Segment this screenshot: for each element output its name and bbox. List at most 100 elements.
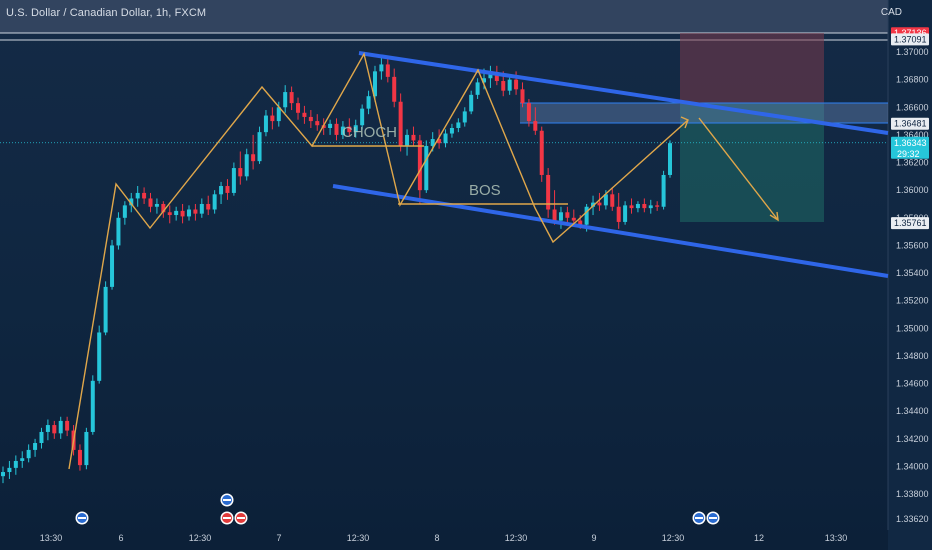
- candle-body: [616, 206, 621, 222]
- candle-body: [1, 472, 5, 477]
- candle: [334, 118, 339, 141]
- candle-body: [231, 168, 236, 193]
- candle: [379, 54, 384, 80]
- candle: [39, 427, 44, 449]
- candle-body: [39, 431, 44, 444]
- candle: [180, 203, 185, 224]
- candle-body: [103, 286, 108, 333]
- candle: [103, 281, 108, 336]
- candle-body: [186, 209, 191, 217]
- price-label: 1.35761: [891, 217, 929, 230]
- x-tick-label: 12:30: [505, 533, 528, 543]
- candle: [623, 201, 628, 225]
- candle-body: [263, 115, 268, 133]
- candle-body: [565, 212, 570, 218]
- event-flag-icon: [220, 493, 234, 507]
- candle: [142, 187, 147, 204]
- candle-body: [206, 203, 211, 210]
- candle: [13, 455, 18, 475]
- candle-body: [526, 103, 531, 122]
- y-tick-label: 1.34600: [896, 379, 929, 389]
- candle: [263, 110, 268, 137]
- candle-body: [116, 217, 121, 246]
- candle: [148, 192, 153, 213]
- choch-label: CHOCH: [342, 124, 397, 141]
- projection-up: [609, 119, 689, 191]
- candle-body: [308, 116, 313, 122]
- price-label: 1.36481: [891, 117, 929, 130]
- candle-body: [289, 92, 294, 104]
- candle: [154, 198, 159, 214]
- candle-body: [296, 103, 301, 113]
- candle-body: [475, 82, 480, 95]
- price-label: 1.37091: [891, 33, 929, 46]
- x-tick-label: 9: [591, 533, 596, 543]
- candle: [122, 201, 127, 225]
- y-tick-label: 1.35200: [896, 296, 929, 306]
- candle-body: [167, 212, 172, 216]
- candle-body: [385, 64, 390, 77]
- candle-body: [398, 101, 403, 146]
- candle: [456, 118, 461, 133]
- candle-body: [13, 460, 18, 468]
- market-structure-zigzag: [68, 52, 611, 470]
- candle-body: [494, 72, 499, 82]
- candle: [366, 90, 371, 115]
- y-tick-label: 1.36600: [896, 102, 929, 112]
- candle-body: [353, 125, 358, 133]
- candle: [296, 97, 301, 120]
- price-label-text: 1.35761: [894, 218, 927, 228]
- candle-body: [417, 140, 422, 191]
- candle: [655, 201, 660, 211]
- candle-body: [219, 186, 224, 195]
- event-flag-icon: [75, 511, 89, 525]
- candle: [97, 325, 102, 384]
- price-axis: [888, 0, 932, 550]
- arrowhead-up: [680, 116, 689, 129]
- candle-body: [276, 107, 281, 122]
- candle-body: [591, 202, 596, 207]
- candle-body: [129, 198, 134, 206]
- candle: [539, 126, 544, 182]
- y-tick-label: 1.36000: [896, 185, 929, 195]
- candle: [45, 419, 50, 441]
- price-label-text: 1.36481: [894, 119, 927, 129]
- price-label-box: [891, 117, 929, 130]
- arrowhead-down: [769, 211, 779, 222]
- candle-body: [411, 134, 416, 141]
- candle: [462, 107, 467, 127]
- candle-body: [360, 108, 365, 126]
- candle-body: [469, 94, 474, 112]
- candle-body: [110, 245, 115, 287]
- candle-body: [603, 194, 608, 206]
- event-flag-icon: [220, 511, 234, 525]
- event-flag-icon-stripe: [695, 517, 703, 519]
- candle: [283, 85, 288, 113]
- candle: [443, 129, 448, 148]
- candle-body: [45, 425, 50, 432]
- candle: [90, 375, 95, 435]
- candle: [199, 198, 204, 218]
- x-axis-ticks: 13:30 6 12:30 7 12:30 8 12:30 9 12:30 12 13:30: [40, 533, 848, 543]
- event-flag-icon-stripe: [237, 517, 245, 519]
- candle: [193, 203, 198, 221]
- candle-body: [661, 174, 666, 207]
- y-tick-label: 1.35400: [896, 268, 929, 278]
- event-flag-icon: [706, 511, 720, 525]
- candle-body: [84, 431, 89, 466]
- candle: [648, 199, 653, 214]
- candle-body: [77, 449, 82, 466]
- candle: [231, 162, 236, 196]
- candle: [33, 438, 38, 457]
- stop-loss-zone: [680, 33, 824, 103]
- candle-body: [546, 174, 551, 210]
- candle-body: [334, 123, 339, 135]
- candle: [167, 205, 172, 224]
- candle-body: [655, 205, 660, 207]
- candle-body: [668, 143, 672, 175]
- candle-body: [142, 192, 147, 199]
- candle: [26, 444, 31, 463]
- candle: [58, 416, 63, 439]
